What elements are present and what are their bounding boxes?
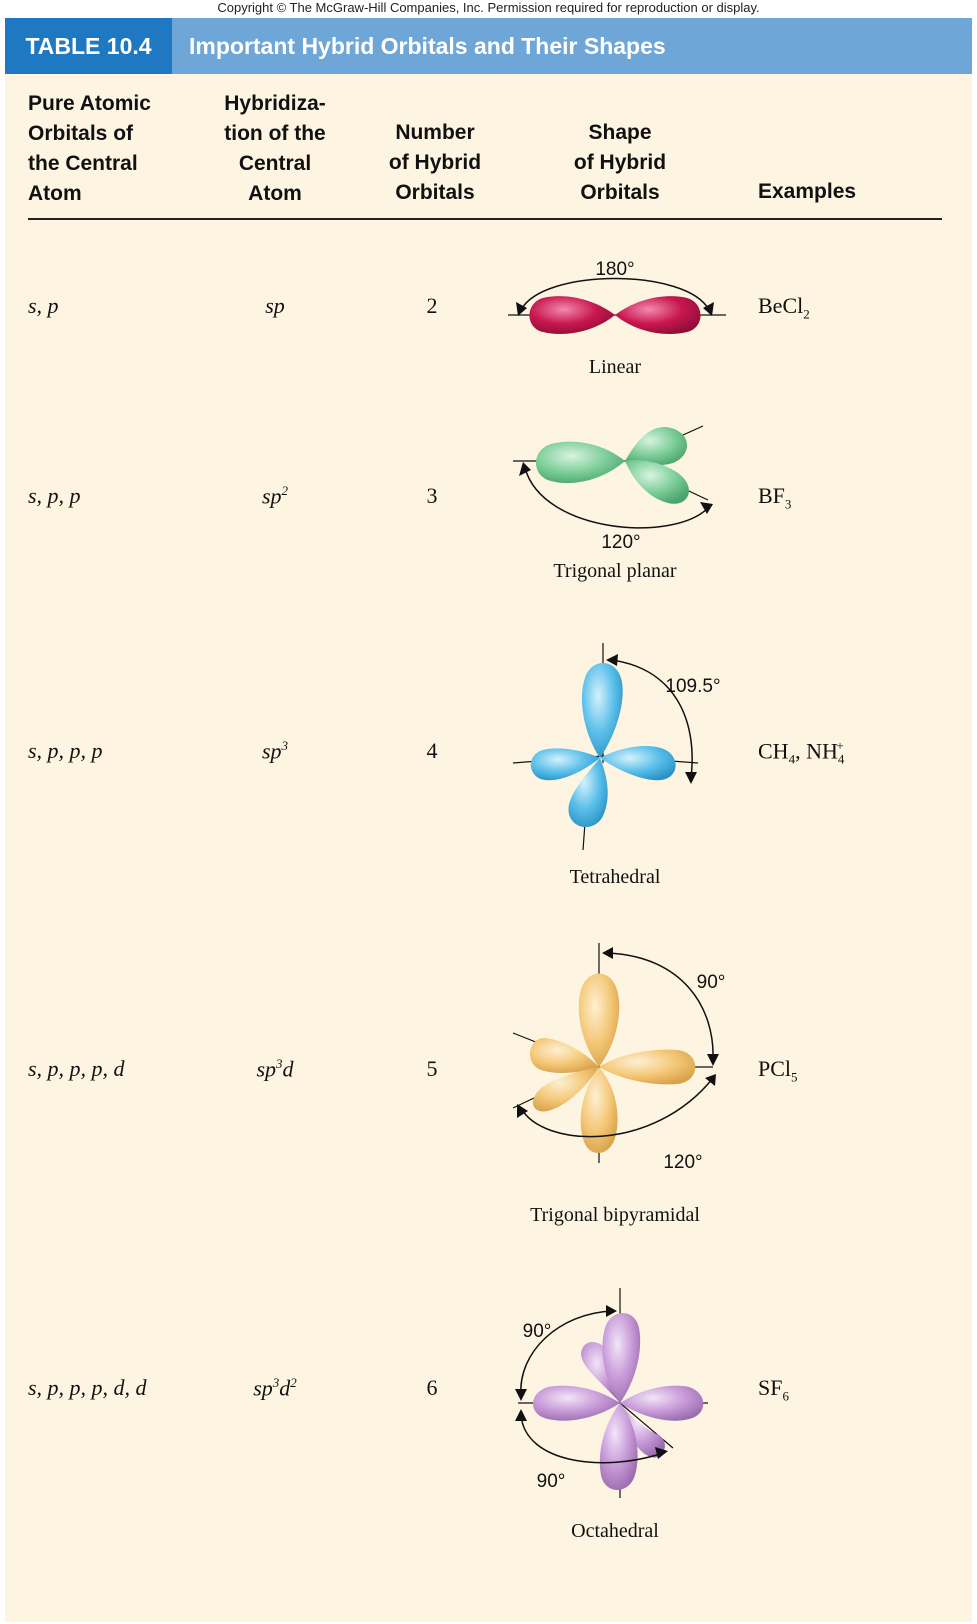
header-examples: Examples [758,180,857,203]
row1-hybridization: sp [265,293,285,318]
trigonal-planar-orbital-diagram: 120° [513,425,713,548]
row2-example: BF3 [758,483,792,512]
row4-hybridization: sp3d [256,1056,294,1082]
row4-orbitals: s, p, p, p, d [28,1056,125,1081]
row5-example: SF6 [758,1375,789,1404]
row1-shape-name: Linear [588,356,642,378]
row2-number: 3 [426,483,438,508]
row3-hybridization: sp3 [261,738,289,764]
row1-example: BeCl2 [758,293,810,322]
table-title-bar: TABLE 10.4 Important Hybrid Orbitals and… [5,18,972,74]
row5-number: 6 [426,1375,438,1400]
copyright-notice: Copyright © The McGraw-Hill Companies, I… [217,0,760,15]
row5-shape-name: Octahedral [571,1520,659,1542]
tetrahedral-orbital-diagram: 109.5° [512,643,721,851]
header-hybridization: Hybridiza-tion of the Central Atom [224,92,326,205]
row1-angle-label: 180° [595,259,634,280]
table-title: Important Hybrid Orbitals and Their Shap… [189,33,666,59]
row1-number: 2 [426,293,438,318]
hybrid-orbitals-table: TABLE 10.4 Important Hybrid Orbitals and… [5,18,972,1622]
row5-hybridization: sp3d2 [253,1375,297,1401]
row2-angle-label: 120° [601,532,640,548]
octahedral-orbital-diagram: 90° 90° [515,1288,708,1498]
header-number-of-hybrid-orbitals: Number of Hybrid Orbitals [388,121,482,204]
row2-orbitals: s, p, p [28,483,81,508]
row4-angle-label-120: 120° [663,1152,702,1168]
row2-hybridization: sp2 [261,483,289,509]
table-number: TABLE 10.4 [5,18,172,74]
row4-example: PCl5 [758,1056,798,1085]
header-pure-atomic-orbitals: Pure Atomic Orbitals of the Central Atom [28,92,151,205]
row5-angle-label-upper: 90° [523,1321,552,1342]
row4-shape-name: Trigonal bipyramidal [530,1204,700,1226]
row3-shape-name: Tetrahedral [569,866,661,888]
row3-orbitals: s, p, p, p [28,738,103,763]
row4-angle-label-90: 90° [697,972,726,993]
row3-example: CH4, NH4+ [758,738,845,767]
row5-angle-label-lower: 90° [537,1471,566,1492]
header-rule [28,218,942,220]
row3-angle-label: 109.5° [665,676,720,697]
row2-shape-name: Trigonal planar [553,560,677,582]
row4-number: 5 [426,1056,438,1081]
row3-number: 4 [426,738,438,763]
row1-orbitals: s, p [28,293,59,318]
header-shape-of-hybrid-orbitals: Shape of Hybrid Orbitals [573,121,667,204]
linear-orbital-diagram: 180° [508,259,726,334]
row5-orbitals: s, p, p, p, d, d [28,1375,147,1400]
trigonal-bipyramidal-orbital-diagram: 90° 120° [512,943,726,1168]
